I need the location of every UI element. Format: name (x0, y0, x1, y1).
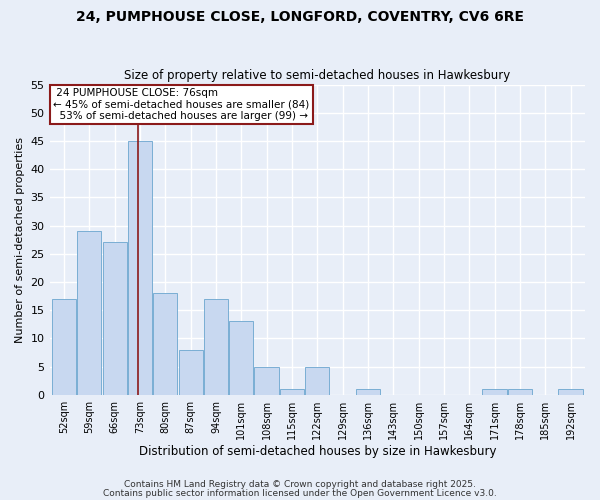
Text: Contains public sector information licensed under the Open Government Licence v3: Contains public sector information licen… (103, 488, 497, 498)
X-axis label: Distribution of semi-detached houses by size in Hawkesbury: Distribution of semi-detached houses by … (139, 444, 496, 458)
Bar (559, 389, 583, 394)
Bar (52, 299, 76, 394)
Bar (305, 366, 329, 394)
Bar (128, 141, 152, 395)
Bar (179, 350, 203, 395)
Bar (153, 293, 178, 394)
Bar (229, 322, 253, 394)
Bar (280, 389, 304, 394)
Bar (254, 366, 279, 394)
Y-axis label: Number of semi-detached properties: Number of semi-detached properties (15, 136, 25, 342)
Bar (204, 299, 228, 394)
Bar (77, 231, 101, 394)
Title: Size of property relative to semi-detached houses in Hawkesbury: Size of property relative to semi-detach… (124, 69, 511, 82)
Text: 24, PUMPHOUSE CLOSE, LONGFORD, COVENTRY, CV6 6RE: 24, PUMPHOUSE CLOSE, LONGFORD, COVENTRY,… (76, 10, 524, 24)
Bar (103, 242, 127, 394)
Text: Contains HM Land Registry data © Crown copyright and database right 2025.: Contains HM Land Registry data © Crown c… (124, 480, 476, 489)
Text: 24 PUMPHOUSE CLOSE: 76sqm
← 45% of semi-detached houses are smaller (84)
  53% o: 24 PUMPHOUSE CLOSE: 76sqm ← 45% of semi-… (53, 88, 310, 121)
Bar (356, 389, 380, 394)
Bar (482, 389, 506, 394)
Bar (508, 389, 532, 394)
